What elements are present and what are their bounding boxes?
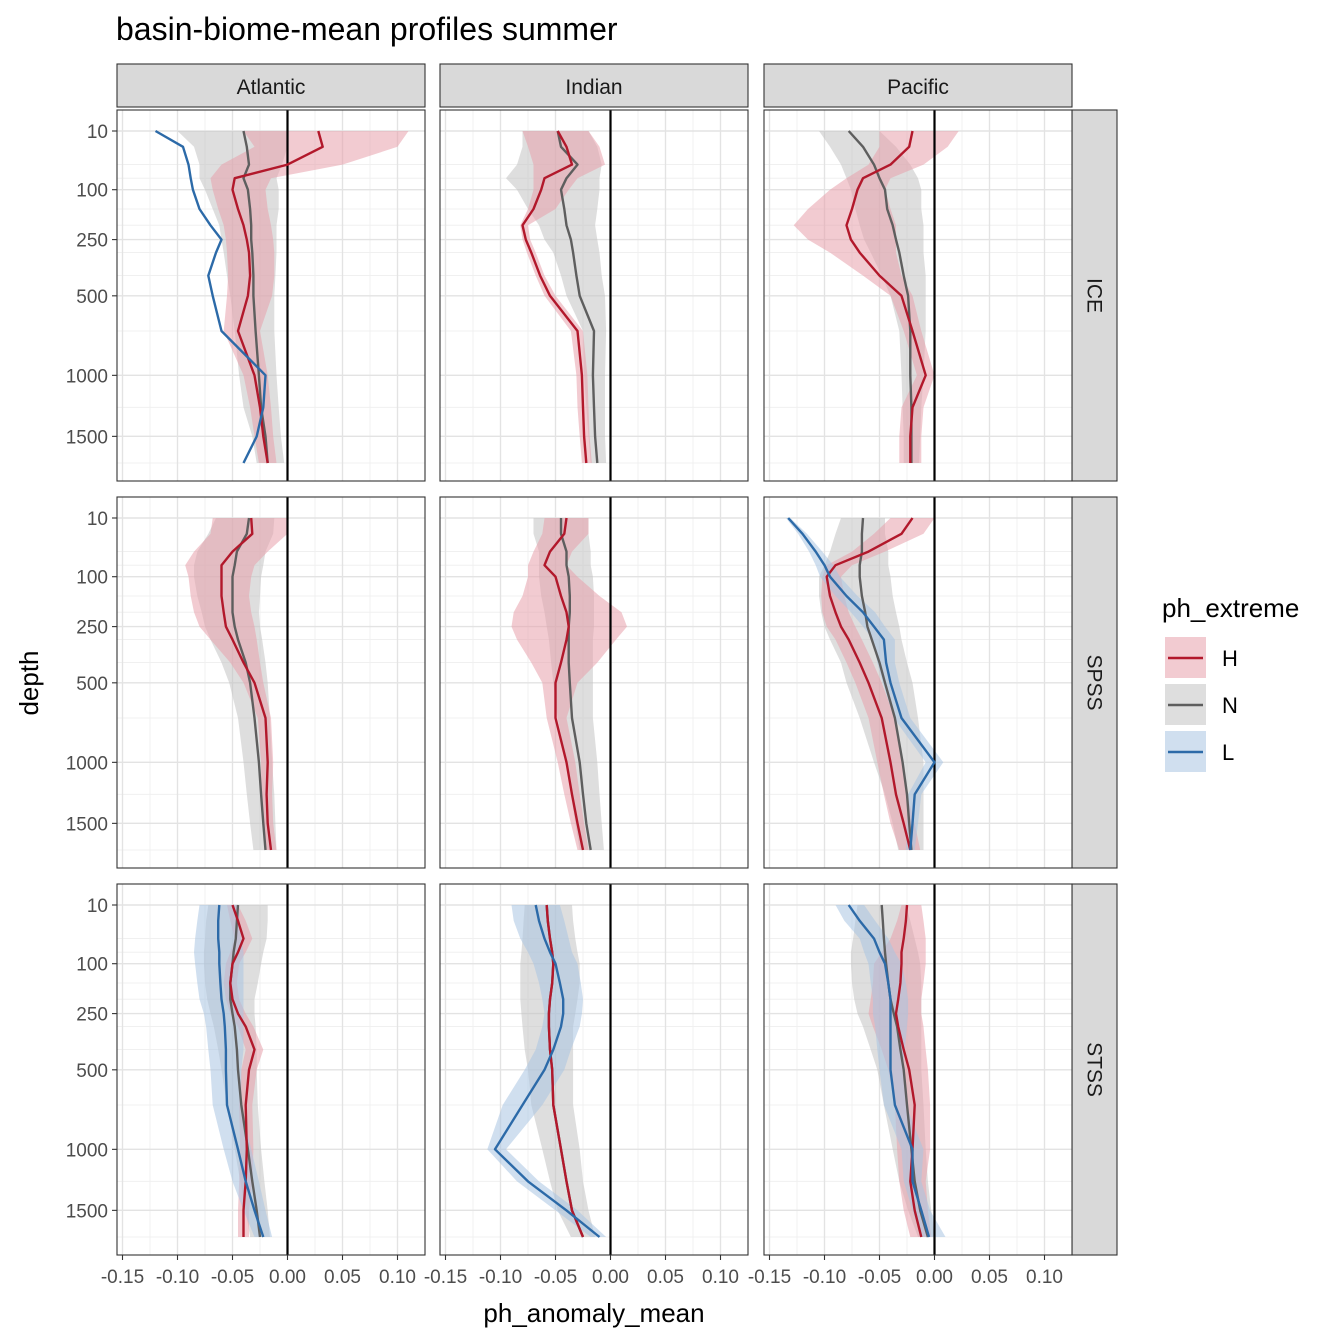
strip-atlantic: Atlantic bbox=[116, 63, 426, 108]
line-N bbox=[242, 130, 269, 464]
panel-stss-pacific bbox=[763, 883, 1073, 1256]
x-tick-label: -0.10 bbox=[156, 1267, 199, 1288]
line-N bbox=[231, 517, 267, 851]
y-tick-label: 500 bbox=[76, 287, 108, 308]
strip-stss: STSS bbox=[1071, 883, 1118, 1256]
line-N bbox=[229, 904, 262, 1238]
strip-label: Indian bbox=[565, 76, 622, 99]
legend: ph_extreme HNL bbox=[1162, 593, 1299, 773]
y-tick-label: 100 bbox=[76, 568, 108, 589]
x-tick-label: 0.05 bbox=[971, 1267, 1008, 1288]
x-tick-label: 0.10 bbox=[379, 1267, 416, 1288]
panel-stss-indian bbox=[439, 883, 749, 1256]
strip-label: ICE bbox=[1083, 278, 1106, 313]
x-tick-label: -0.15 bbox=[424, 1267, 467, 1288]
ribbon-L bbox=[487, 905, 607, 1237]
y-tick-label: 1500 bbox=[66, 1201, 108, 1222]
legend-item-N: N bbox=[1164, 683, 1238, 726]
x-tick-label: 0.10 bbox=[702, 1267, 739, 1288]
y-axis-title: depth bbox=[14, 650, 44, 715]
line-H bbox=[825, 517, 914, 851]
line-L bbox=[216, 904, 265, 1238]
line-H bbox=[231, 130, 324, 464]
legend-item-H: H bbox=[1164, 636, 1238, 679]
chart-title: basin-biome-mean profiles summer bbox=[116, 11, 618, 47]
ribbon-N bbox=[819, 131, 926, 463]
x-tick-label: -0.05 bbox=[534, 1267, 577, 1288]
panel-spss-indian bbox=[439, 496, 749, 869]
legend-title: ph_extreme bbox=[1162, 593, 1299, 623]
strip-pacific: Pacific bbox=[763, 63, 1073, 108]
y-tick-label: 250 bbox=[76, 618, 108, 639]
x-tick-label: -0.15 bbox=[748, 1267, 791, 1288]
x-tick-label: 0.00 bbox=[916, 1267, 953, 1288]
ribbon-N bbox=[506, 131, 607, 463]
line-L bbox=[787, 517, 936, 851]
y-tick-label: 500 bbox=[76, 1061, 108, 1082]
x-tick-label: -0.05 bbox=[858, 1267, 901, 1288]
ribbon-H bbox=[793, 131, 959, 463]
x-tick-label: 0.05 bbox=[324, 1267, 361, 1288]
strip-label: Atlantic bbox=[237, 76, 306, 99]
strip-label: Pacific bbox=[887, 76, 949, 99]
x-tick-label: 0.00 bbox=[592, 1267, 629, 1288]
x-tick-label: -0.10 bbox=[479, 1267, 522, 1288]
line-N bbox=[556, 130, 599, 464]
legend-label: L bbox=[1222, 740, 1234, 765]
panel-ice-pacific bbox=[763, 109, 1073, 482]
line-H bbox=[545, 904, 585, 1238]
strip-ice: ICE bbox=[1071, 109, 1118, 482]
line-H bbox=[543, 517, 585, 851]
panels-layer: Atlantic Indian Pacific ICE SPSS STSS 10 100 250… bbox=[66, 63, 1118, 1288]
strip-label: SPSS bbox=[1083, 654, 1106, 710]
x-tick-label: -0.05 bbox=[211, 1267, 254, 1288]
y-tick-label: 1000 bbox=[66, 753, 108, 774]
x-tick-label: -0.15 bbox=[101, 1267, 144, 1288]
y-tick-label: 100 bbox=[76, 181, 108, 202]
line-H bbox=[521, 130, 588, 464]
y-tick-label: 500 bbox=[76, 674, 108, 695]
panel-ice-atlantic bbox=[116, 109, 426, 482]
legend-label: N bbox=[1222, 693, 1238, 718]
strip-label: STSS bbox=[1083, 1042, 1106, 1097]
panel-spss-atlantic bbox=[116, 496, 426, 869]
ribbon-H bbox=[821, 518, 935, 850]
y-tick-label: 1500 bbox=[66, 427, 108, 448]
panel-spss-pacific bbox=[763, 496, 1073, 869]
y-tick-label: 1500 bbox=[66, 814, 108, 835]
x-axis-title: ph_anomaly_mean bbox=[483, 1298, 704, 1328]
x-tick-label: 0.10 bbox=[1026, 1267, 1063, 1288]
y-tick-label: 10 bbox=[87, 509, 108, 530]
panel-ice-indian bbox=[439, 109, 749, 482]
line-N bbox=[858, 517, 913, 851]
ribbon-H bbox=[520, 131, 605, 463]
ribbon-H bbox=[185, 518, 288, 850]
y-tick-label: 10 bbox=[87, 896, 108, 917]
panel-stss-atlantic bbox=[116, 883, 426, 1256]
y-tick-label: 1000 bbox=[66, 1140, 108, 1161]
y-tick-label: 10 bbox=[87, 122, 108, 143]
x-tick-label: -0.10 bbox=[803, 1267, 846, 1288]
ribbon-L bbox=[194, 905, 273, 1237]
strip-spss: SPSS bbox=[1071, 496, 1118, 869]
y-tick-label: 1000 bbox=[66, 366, 108, 387]
line-H bbox=[845, 130, 927, 463]
legend-label: H bbox=[1222, 646, 1238, 671]
line-L bbox=[493, 904, 601, 1238]
x-tick-label: 0.05 bbox=[647, 1267, 684, 1288]
y-tick-label: 100 bbox=[76, 955, 108, 976]
line-L bbox=[154, 129, 267, 464]
strip-indian: Indian bbox=[439, 63, 749, 108]
y-tick-label: 250 bbox=[76, 1005, 108, 1026]
line-H bbox=[220, 517, 273, 851]
legend-keys: HNL bbox=[1164, 636, 1238, 773]
line-H bbox=[229, 904, 256, 1237]
legend-item-L: L bbox=[1164, 730, 1234, 773]
x-tick-label: 0.00 bbox=[269, 1267, 306, 1288]
line-L bbox=[847, 904, 931, 1238]
y-tick-label: 250 bbox=[76, 231, 108, 252]
